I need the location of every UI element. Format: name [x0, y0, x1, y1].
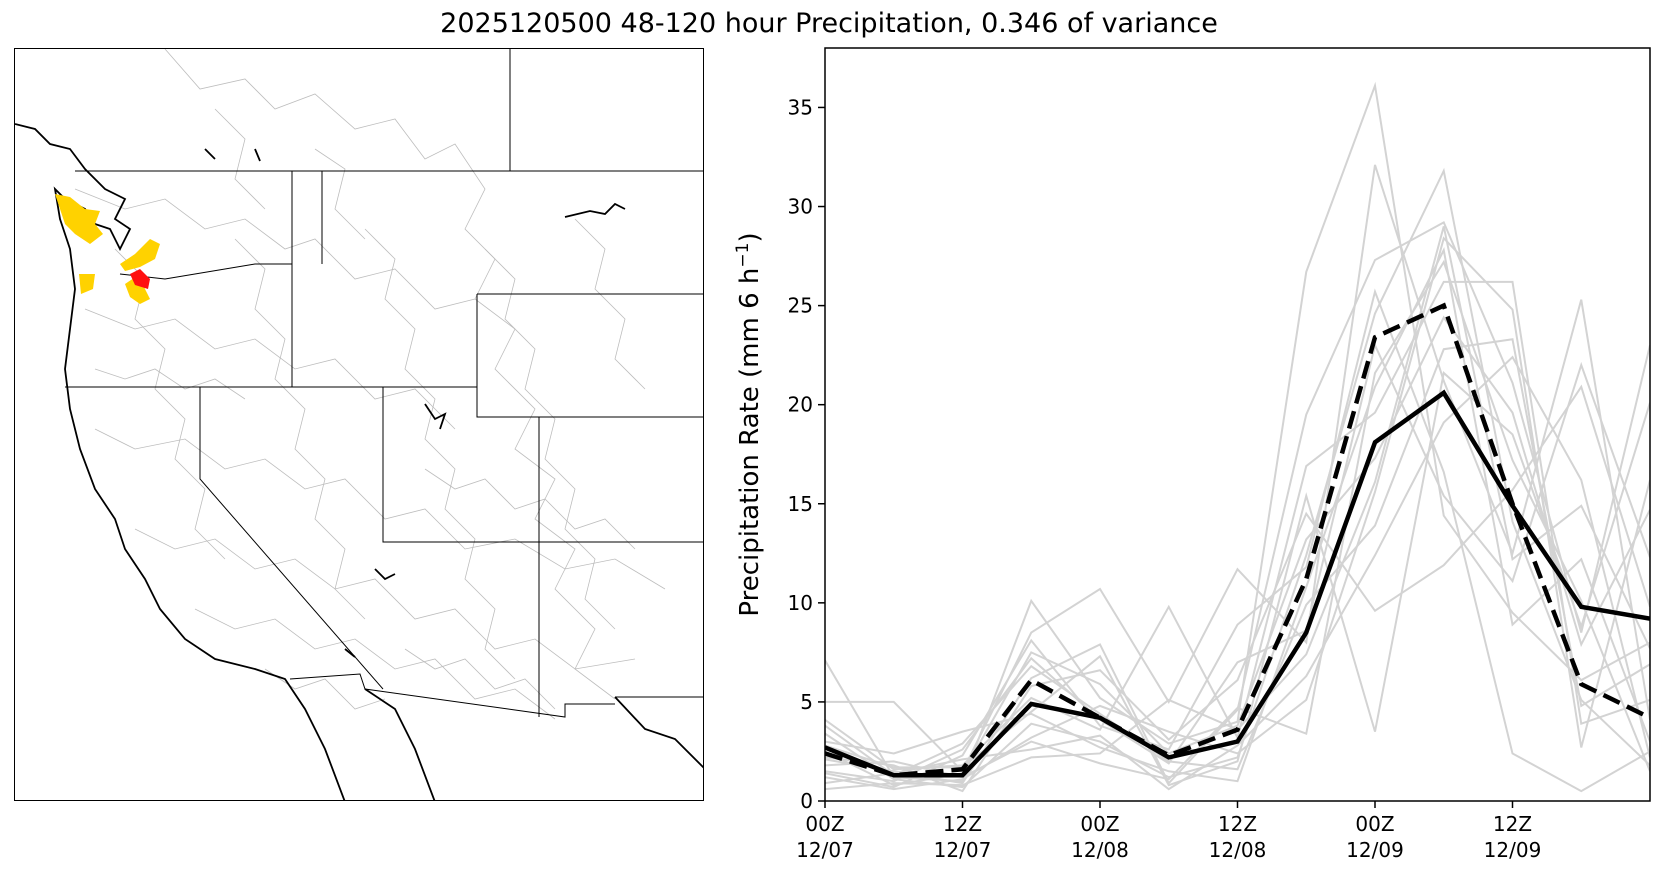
- member-line-11: [825, 384, 1650, 793]
- y-tick-label: 15: [788, 492, 813, 516]
- member-line-16: [825, 288, 1650, 793]
- member-line-7: [825, 236, 1650, 791]
- y-tick-label: 20: [788, 393, 813, 417]
- x-tick-label: 12/07: [934, 838, 992, 862]
- dashed-series-line: [825, 302, 1650, 778]
- solid-series-line: [825, 389, 1650, 778]
- y-axis-label: Precipitation Rate (mm 6 h−1): [733, 232, 765, 616]
- basin-yellow-4: [125, 274, 150, 304]
- y-tick-label: 10: [788, 591, 813, 615]
- y-tick-label: 30: [788, 195, 813, 219]
- x-tick-label: 12/07: [796, 838, 854, 862]
- x-tick-label: 12Z: [1493, 812, 1532, 836]
- x-tick-label: 12Z: [1218, 812, 1257, 836]
- member-line-3: [825, 167, 1650, 789]
- figure-title: 2025120500 48-120 hour Precipitation, 0.…: [440, 8, 1218, 39]
- x-tick-label: 12/08: [1209, 838, 1267, 862]
- state-borders: [65, 49, 703, 718]
- plot-frame: [824, 47, 1651, 802]
- x-tick-label: 12/08: [1071, 838, 1129, 862]
- x-tick-label: 12/09: [1484, 838, 1542, 862]
- member-line-13: [825, 338, 1650, 777]
- member-line-12: [825, 259, 1650, 781]
- basin-red-1: [130, 269, 150, 289]
- x-tick-label: 00Z: [1355, 812, 1394, 836]
- y-axis-ticks: 0 5 10 15 20 25 30 35: [788, 95, 825, 813]
- x-axis-ticks: 00Z12/0712Z12/0700Z12/0812Z12/0800Z12/09…: [796, 801, 1541, 862]
- coastline: [15, 123, 703, 800]
- basin-map: [14, 48, 704, 801]
- y-tick-label: 5: [800, 690, 813, 714]
- y-tick-label: 35: [788, 95, 813, 119]
- y-tick-label: 25: [788, 294, 813, 318]
- member-line-9: [825, 315, 1650, 787]
- x-tick-label: 12/09: [1346, 838, 1404, 862]
- y-tick-label: 0: [800, 789, 813, 813]
- basin-map-svg: [15, 49, 703, 800]
- member-line-8: [825, 247, 1650, 783]
- member-line-14: [825, 226, 1650, 791]
- member-line-6: [825, 342, 1650, 783]
- x-tick-label: 00Z: [1080, 812, 1119, 836]
- basin-yellow-1: [55, 194, 103, 244]
- member-line-10: [825, 355, 1650, 791]
- member-line-4: [825, 220, 1650, 785]
- basin-yellow-3: [79, 274, 95, 294]
- member-line-1: [825, 81, 1650, 783]
- summary-series: [825, 302, 1650, 778]
- ensemble-members: [825, 81, 1650, 793]
- highlighted-basins: [55, 194, 160, 304]
- x-tick-label: 00Z: [805, 812, 844, 836]
- x-tick-label: 12Z: [943, 812, 982, 836]
- basin-yellow-2: [120, 239, 160, 271]
